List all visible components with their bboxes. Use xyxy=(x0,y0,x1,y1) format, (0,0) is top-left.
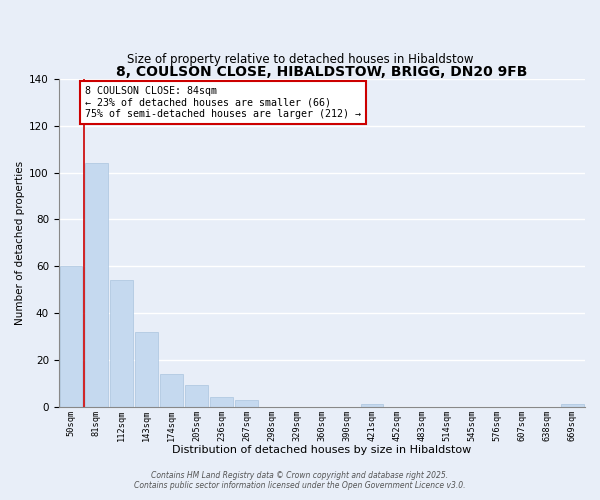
Bar xyxy=(160,374,183,406)
Text: 8 COULSON CLOSE: 84sqm
← 23% of detached houses are smaller (66)
75% of semi-det: 8 COULSON CLOSE: 84sqm ← 23% of detached… xyxy=(85,86,361,119)
Title: 8, COULSON CLOSE, HIBALDSTOW, BRIGG, DN20 9FB: 8, COULSON CLOSE, HIBALDSTOW, BRIGG, DN2… xyxy=(116,65,527,79)
Bar xyxy=(185,386,208,406)
Bar xyxy=(361,404,383,406)
Bar xyxy=(561,404,584,406)
X-axis label: Distribution of detached houses by size in Hibaldstow: Distribution of detached houses by size … xyxy=(172,445,472,455)
Text: Contains HM Land Registry data © Crown copyright and database right 2025.
Contai: Contains HM Land Registry data © Crown c… xyxy=(134,470,466,490)
Bar xyxy=(60,266,82,406)
Bar xyxy=(210,397,233,406)
Bar xyxy=(85,163,107,406)
Bar xyxy=(235,400,258,406)
Bar xyxy=(135,332,158,406)
Y-axis label: Number of detached properties: Number of detached properties xyxy=(15,160,25,325)
Bar xyxy=(110,280,133,406)
Text: Size of property relative to detached houses in Hibaldstow: Size of property relative to detached ho… xyxy=(127,52,473,66)
